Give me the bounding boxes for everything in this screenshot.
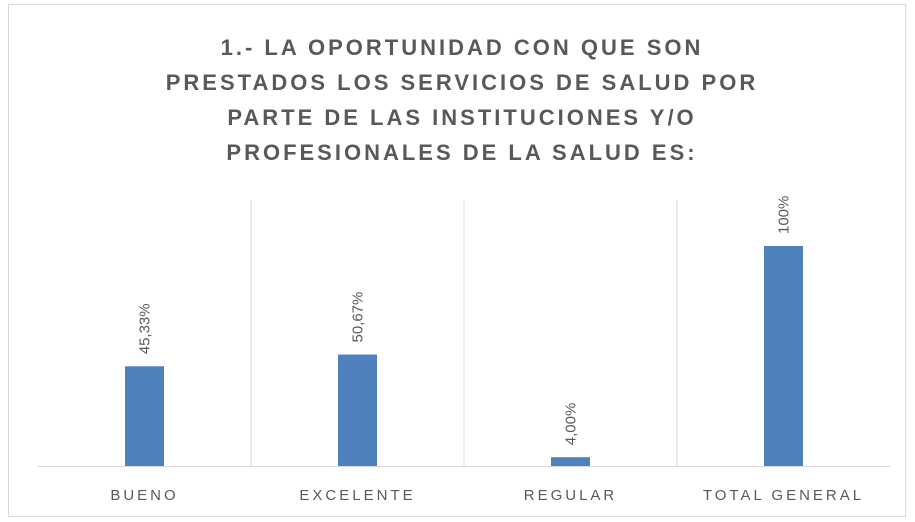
x-tick-label: REGULAR xyxy=(524,487,618,504)
bar xyxy=(551,457,590,466)
chart-title: PROFESIONALES DE LA SALUD ES: xyxy=(226,140,697,165)
chart-title: 1.- LA OPORTUNIDAD CON QUE SON xyxy=(221,35,704,60)
bar xyxy=(764,246,803,466)
x-tick-label: TOTAL GENERAL xyxy=(703,487,864,504)
value-label: 100% xyxy=(776,196,793,234)
x-tick-label: BUENO xyxy=(110,487,178,504)
chart-title: PRESTADOS LOS SERVICIOS DE SALUD POR xyxy=(166,70,758,95)
value-label: 4,00% xyxy=(563,403,580,446)
bar xyxy=(125,366,164,466)
bar xyxy=(338,354,377,466)
chart-title: PARTE DE LAS INSTITUCIONES Y/O xyxy=(227,105,696,130)
value-label: 50,67% xyxy=(350,292,367,343)
x-tick-label: EXCELENTE xyxy=(299,487,415,504)
value-label: 45,33% xyxy=(137,303,154,354)
